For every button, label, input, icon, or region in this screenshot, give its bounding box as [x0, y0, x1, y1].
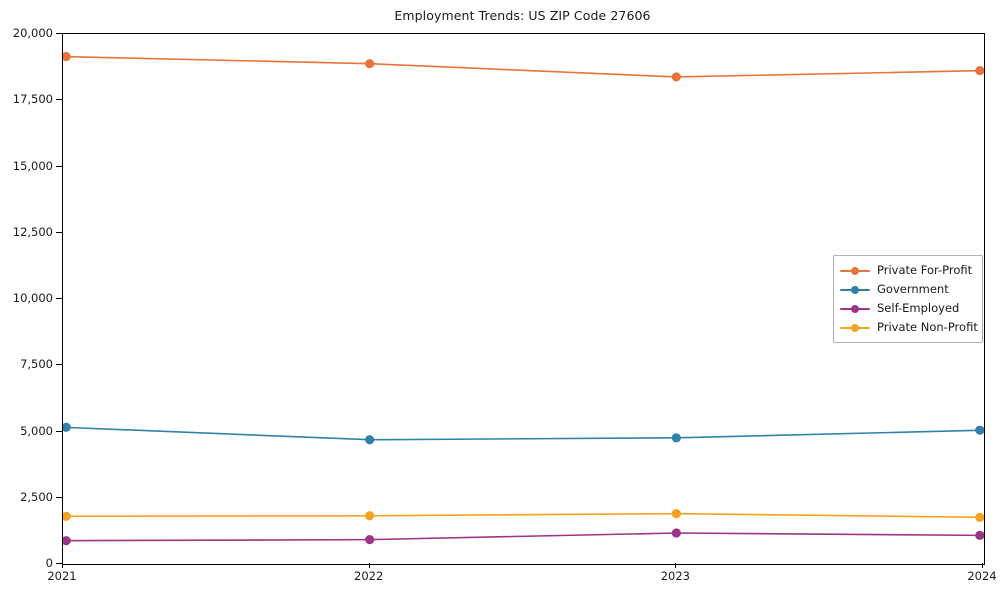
series-marker [975, 65, 984, 76]
legend-item[interactable]: Private Non-Profit [840, 318, 978, 337]
y-axis-tick-label: 15,000 [12, 158, 53, 173]
legend-marker-icon [840, 303, 870, 315]
chart-legend: Private For-Profit Government Self-Employe… [833, 255, 983, 343]
legend-label: Government [877, 281, 949, 296]
series-line [63, 426, 984, 441]
series-marker [671, 528, 681, 538]
series-marker [365, 435, 375, 445]
y-axis-tick-label: 7,500 [20, 357, 53, 372]
series-marker [671, 433, 681, 443]
legend-marker-icon [840, 265, 870, 277]
series-marker [365, 511, 375, 521]
plot-area [62, 33, 985, 565]
series-marker [365, 535, 375, 545]
x-axis-tick-mark [62, 563, 63, 568]
y-axis-tick-mark [56, 33, 62, 34]
chart-series [63, 422, 984, 445]
legend-label: Private Non-Profit [877, 319, 978, 334]
series-line [63, 512, 984, 519]
x-axis-tick-labels: 2021 2022 2023 2024 [47, 569, 996, 589]
legend-label: Private For-Profit [877, 262, 973, 277]
series-marker [671, 509, 681, 519]
series-marker [671, 72, 681, 82]
x-axis-tick-label: 2021 [47, 569, 77, 583]
series-marker [975, 512, 984, 522]
y-axis-tick-label: 5,000 [20, 423, 53, 438]
y-axis-tick-mark [56, 563, 62, 564]
x-axis-tick-mark [982, 563, 983, 568]
legend-marker-icon [840, 284, 870, 296]
legend-item[interactable]: Private For-Profit [840, 261, 976, 280]
series-marker [365, 59, 375, 69]
series-marker [63, 422, 71, 432]
y-axis-tick-label: 10,000 [12, 291, 53, 305]
x-axis-tick-label: 2024 [967, 569, 997, 583]
chart-series [63, 528, 984, 546]
x-axis-tick-mark [368, 563, 370, 568]
chart-series [63, 51, 984, 82]
series-marker [975, 425, 984, 435]
legend-item[interactable]: Government [840, 280, 976, 299]
y-axis-tick-mark [56, 99, 62, 101]
series-marker [63, 511, 71, 521]
y-axis-tick-mark [56, 430, 62, 432]
legend-item[interactable]: Self-Employed [840, 299, 976, 318]
series-line [63, 532, 984, 542]
series-marker [975, 530, 984, 540]
x-axis-tick-marks [62, 563, 983, 573]
series-line [63, 55, 984, 78]
y-axis-tick-mark [56, 496, 62, 498]
legend-marker-icon [840, 322, 870, 334]
y-axis-tick-mark [56, 298, 62, 299]
y-axis-tick-mark [56, 165, 62, 167]
x-axis-tick-mark [675, 563, 677, 568]
x-axis-tick-label: 2022 [354, 569, 384, 583]
y-axis-tick-mark [56, 364, 62, 366]
chart-series-canvas [63, 51, 984, 546]
series-marker [63, 51, 71, 62]
y-axis-tick-label: 17,500 [12, 92, 53, 107]
chart-title: Employment Trends: US ZIP Code 27606 [394, 8, 651, 23]
legend-label: Self-Employed [877, 300, 960, 315]
x-axis-tick-label: 2023 [660, 569, 690, 583]
y-axis-tick-label: 20,000 [12, 26, 53, 40]
chart-series [63, 509, 984, 522]
y-axis-tick-label: 2,500 [20, 489, 53, 504]
y-axis-tick-labels: 0 2,500 5,000 7,500 10,000 12,500 15,000 17,500… [0, 26, 53, 570]
y-axis-tick-label: 12,500 [12, 224, 53, 239]
y-axis-tick-label: 0 [45, 556, 53, 570]
series-marker [63, 536, 71, 546]
y-axis-tick-mark [56, 231, 62, 233]
y-axis-tick-marks [0, 33, 62, 564]
